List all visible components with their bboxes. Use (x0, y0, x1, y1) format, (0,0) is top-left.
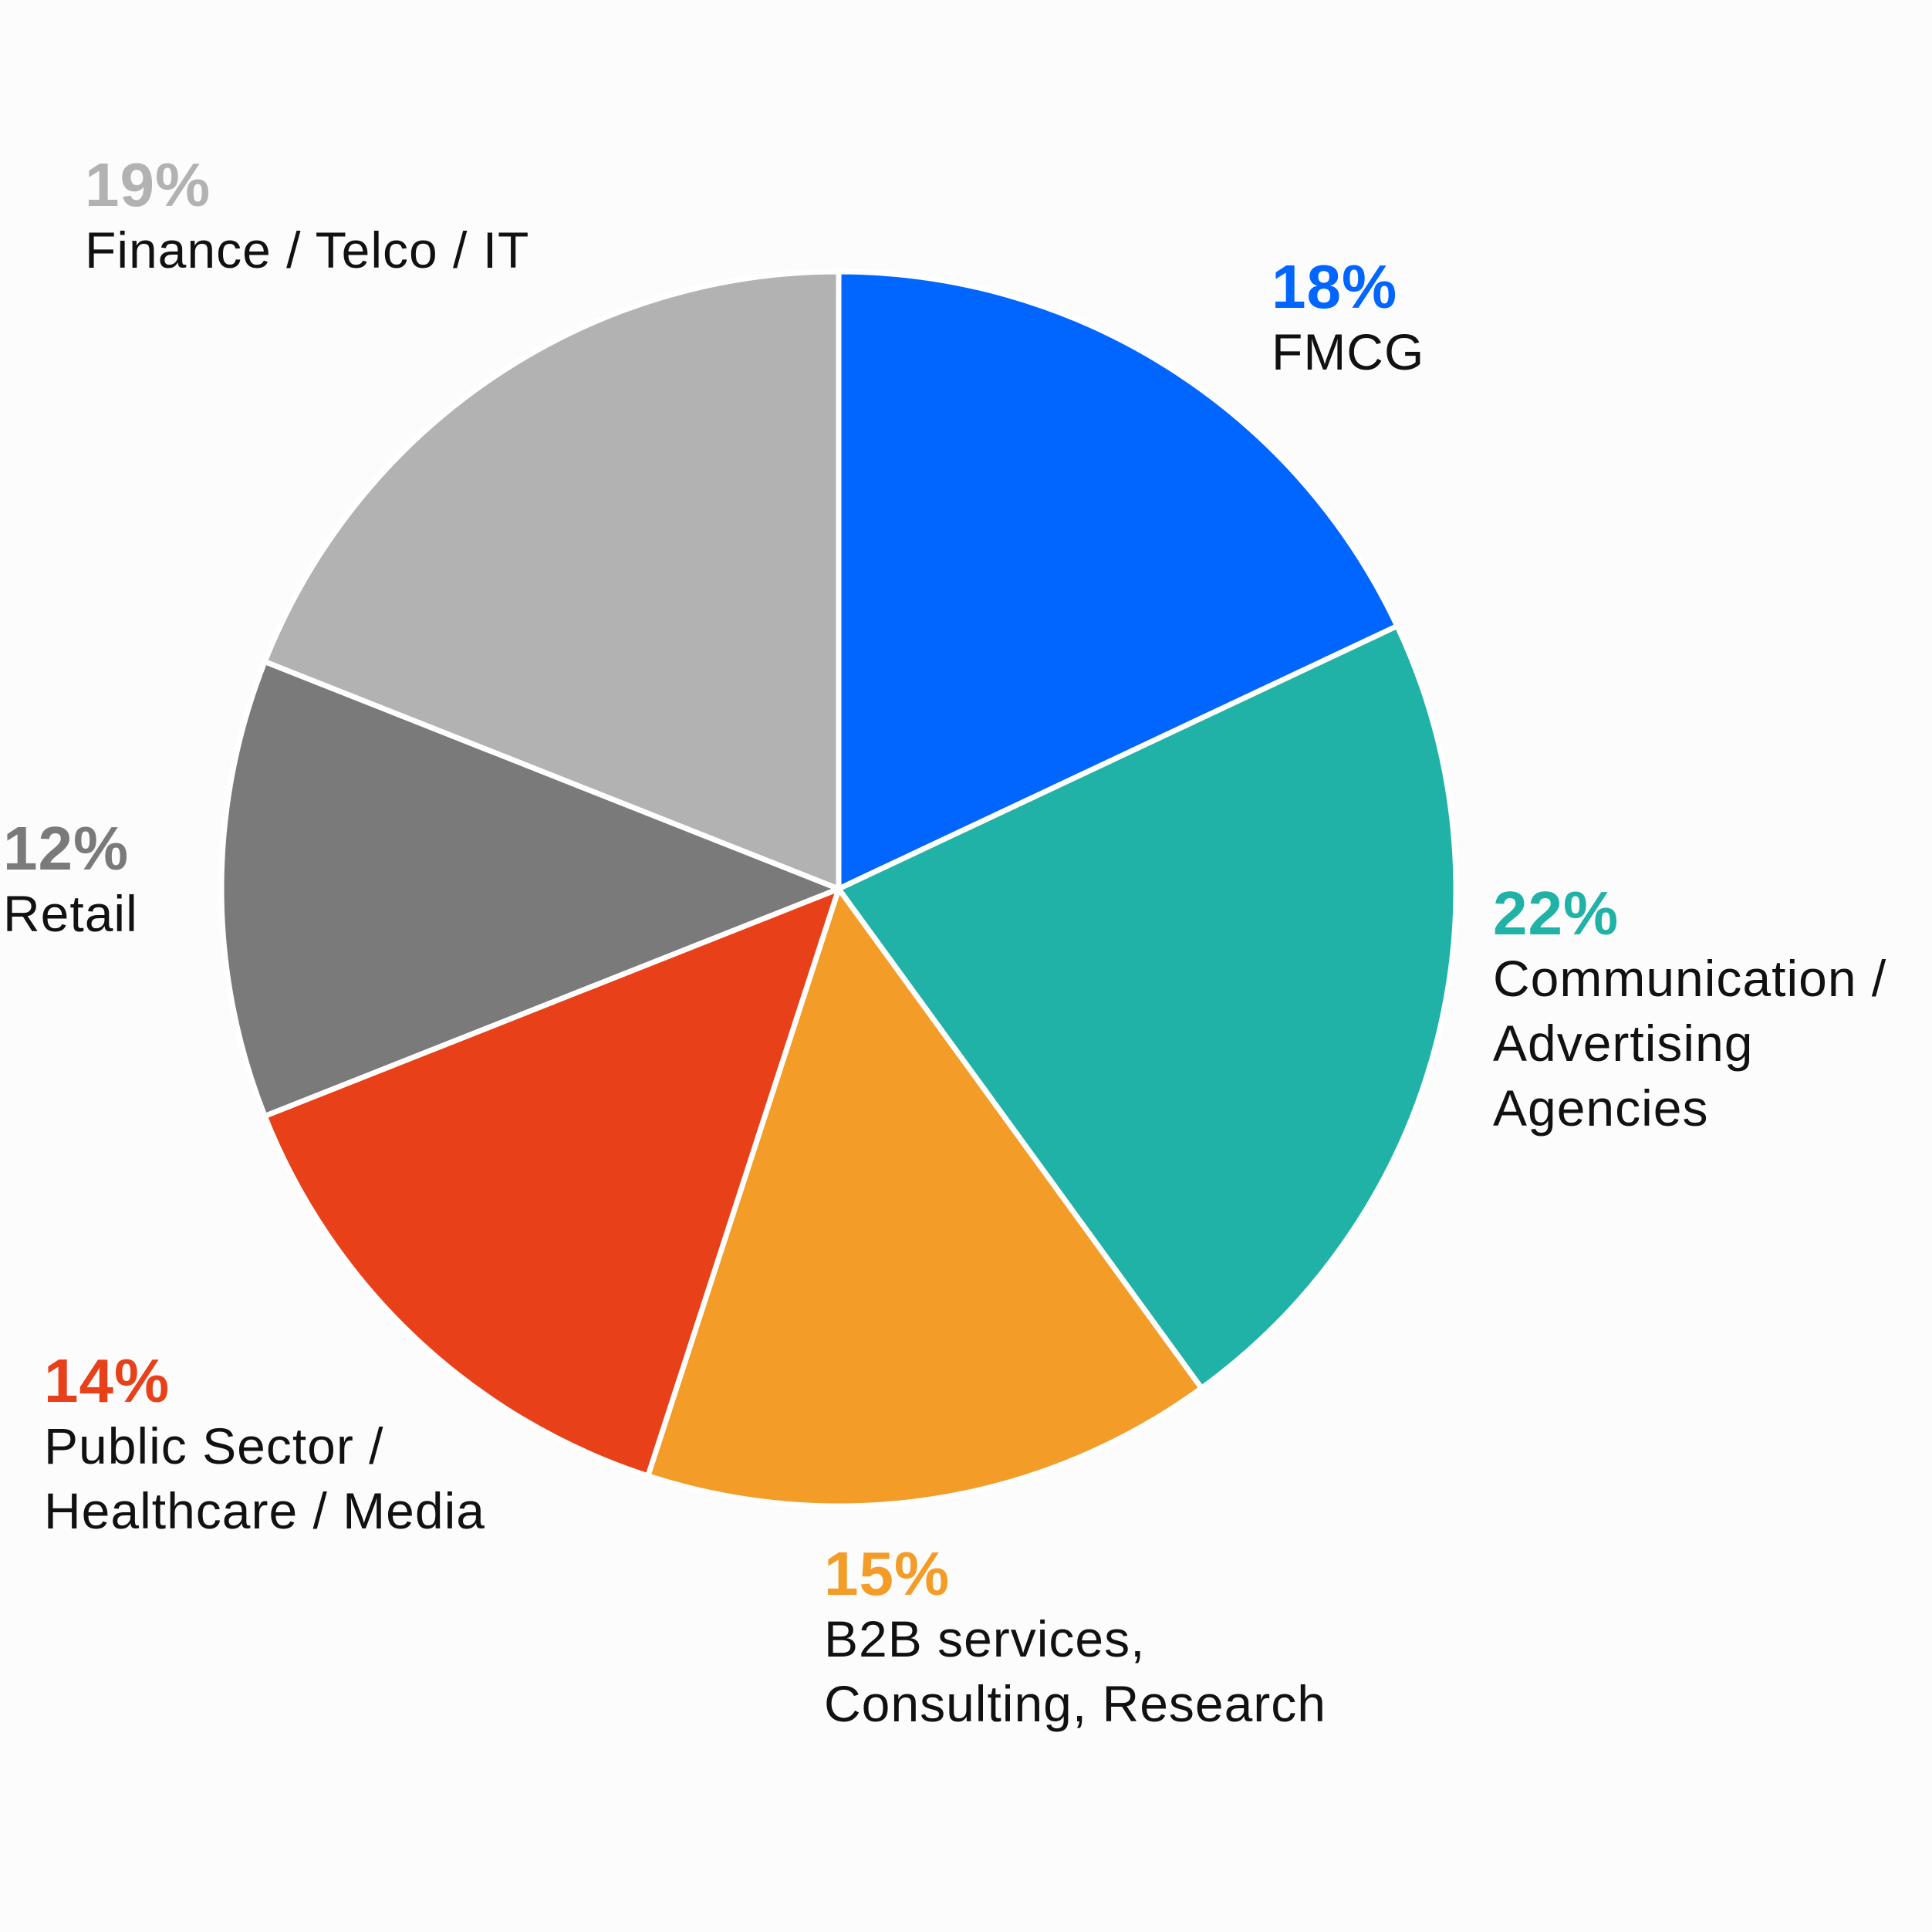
slice-percent-retail: 12% (3, 814, 130, 883)
slice-label-b2b: 15% B2B services, Consulting, Research (824, 1542, 1326, 1736)
slice-name-b2b-line-1: B2B services, (824, 1610, 1146, 1667)
slice-name-communication-line-2: Advertising (1493, 1015, 1754, 1072)
pie-slice-comm (836, 623, 1459, 1391)
slice-name-communication-line-3: Agencies (1493, 1079, 1709, 1137)
slice-percent-public-sector: 14% (44, 1346, 171, 1415)
pie-slice-fmcg (836, 269, 1400, 892)
pie-slice-retail (218, 659, 842, 1119)
slice-label-public-sector: 14% Public Sector / Healthcare / Media (44, 1349, 485, 1543)
slice-label-communication: 22% Communication / Advertising Agencies (1493, 881, 1886, 1140)
pie-slice-finance (262, 269, 842, 892)
slice-name-b2b-line-2: Consulting, Research (824, 1675, 1326, 1732)
slice-label-retail: 12% Retail (3, 816, 138, 946)
slice-name-fmcg: FMCG (1272, 323, 1425, 380)
slice-percent-communication: 22% (1493, 879, 1620, 947)
pie-slice-public (262, 886, 842, 1479)
slice-label-fmcg: 18% FMCG (1272, 255, 1424, 384)
pie-slice-b2b (645, 886, 1204, 1509)
slice-percent-b2b: 15% (824, 1539, 951, 1608)
slice-name-public-sector-line-2: Healthcare / Media (44, 1482, 485, 1539)
slice-name-communication-line-1: Communication / (1493, 950, 1887, 1007)
slice-percent-finance: 19% (85, 150, 211, 219)
slice-name-public-sector-line-1: Public Sector / (44, 1417, 384, 1474)
slice-name-finance: Finance / Telco / IT (85, 221, 530, 279)
slice-percent-fmcg: 18% (1272, 252, 1398, 321)
slice-name-retail: Retail (3, 885, 138, 942)
slice-label-finance: 19% Finance / Telco / IT (85, 153, 529, 282)
